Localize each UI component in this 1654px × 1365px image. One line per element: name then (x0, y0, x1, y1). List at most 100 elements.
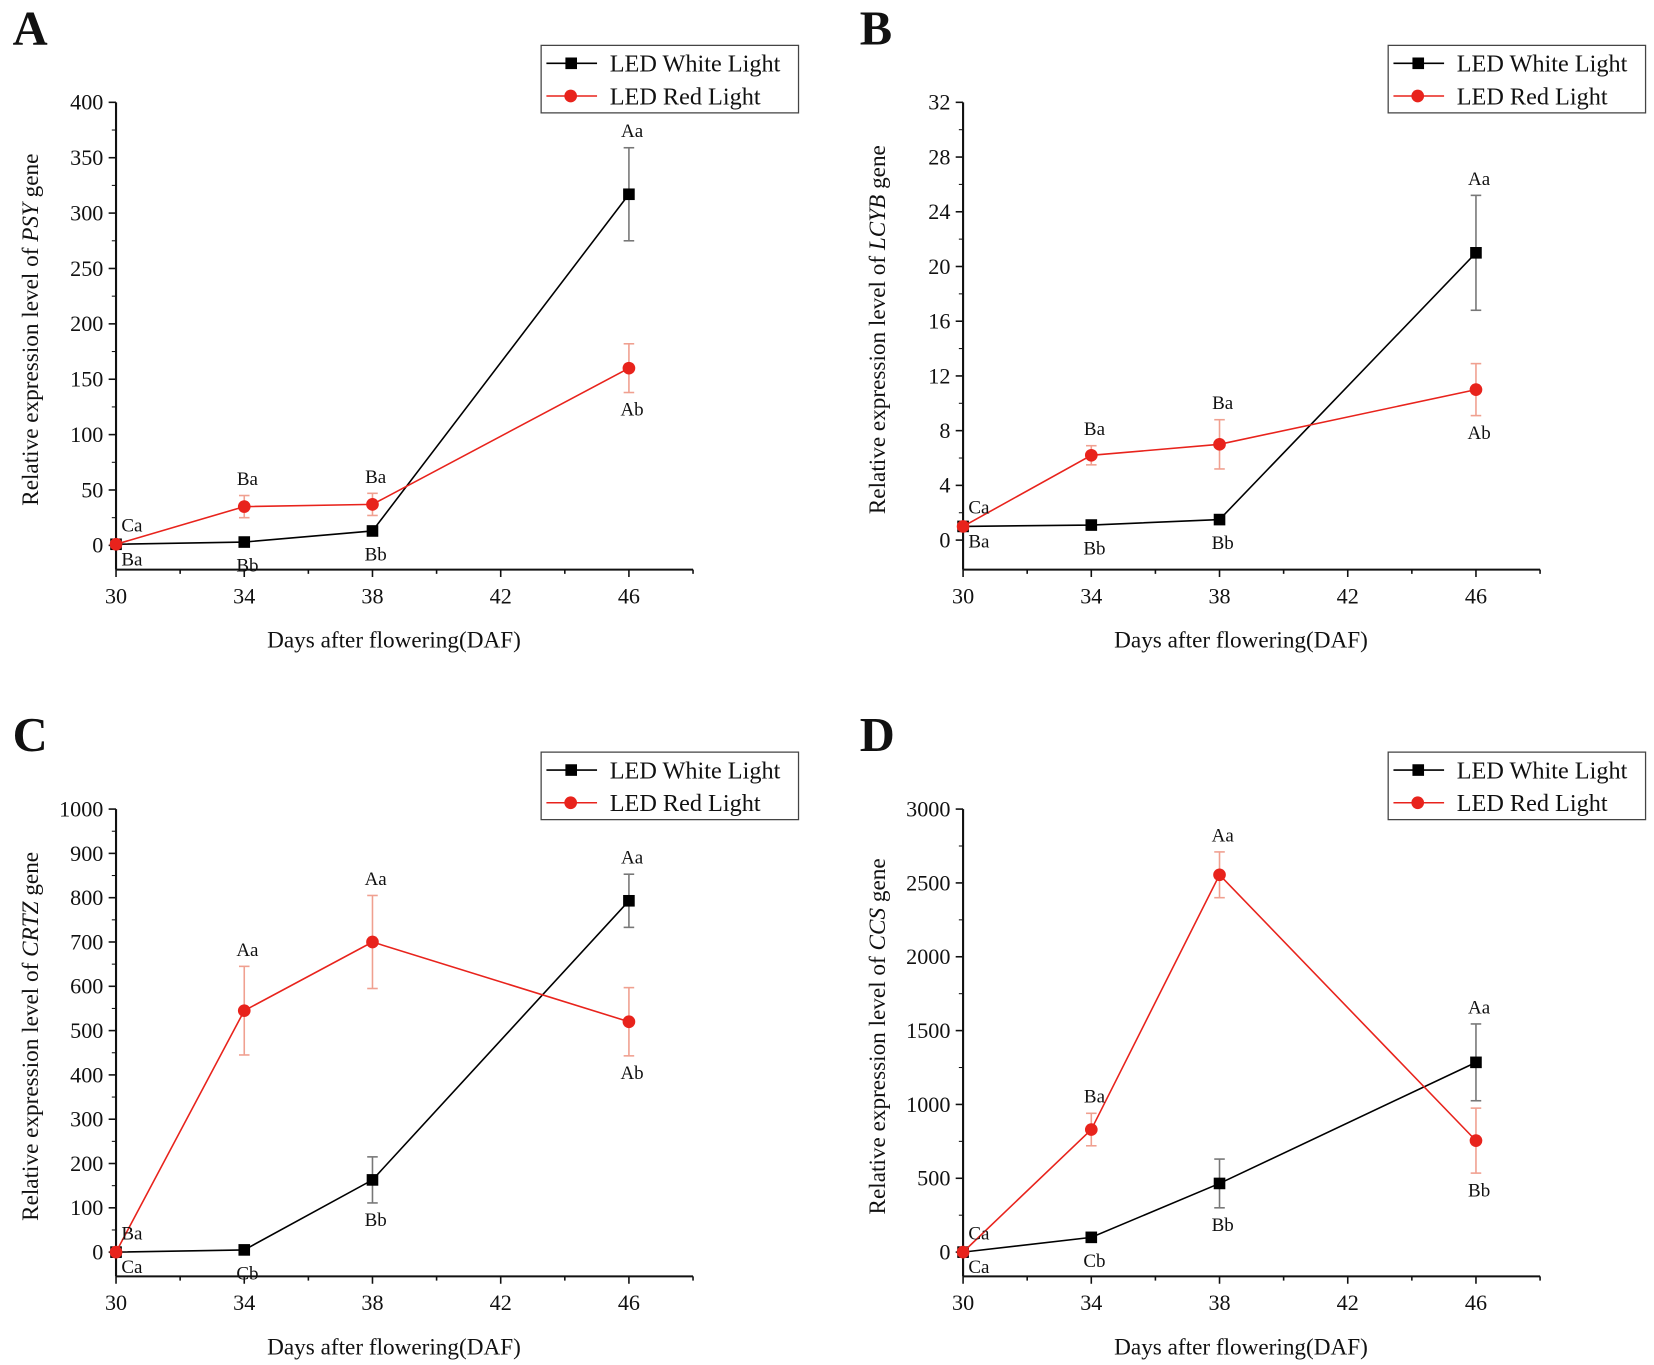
x-tick-label: 42 (1337, 1290, 1359, 1315)
x-tick-label: 34 (1080, 1290, 1102, 1315)
legend-square-marker (565, 764, 578, 776)
data-point-square (1470, 247, 1482, 259)
y-tick-label: 500 (70, 1018, 103, 1043)
gene-name: CRTZ (18, 900, 44, 957)
data-point-circle (237, 1004, 251, 1017)
significance-label: Cb (1083, 1251, 1105, 1272)
y-tick-label: 100 (70, 422, 103, 447)
significance-label: Ba (968, 532, 990, 553)
y-tick-label: 0 (939, 527, 950, 552)
significance-label: Ba (1084, 1087, 1106, 1108)
x-tick-label: 42 (490, 1290, 512, 1315)
significance-label: Ba (1084, 419, 1106, 440)
significance-label: Aa (365, 869, 388, 890)
y-axis-title: Relative expression level of CCS gene (865, 858, 891, 1214)
y-tick-label: 400 (70, 90, 103, 115)
data-point-circle (366, 935, 379, 949)
significance-label: Ca (121, 1257, 143, 1278)
x-axis-title: Days after flowering(DAF) (267, 628, 521, 654)
y-tick-label: 300 (70, 1107, 103, 1132)
y-tick-label: 350 (70, 145, 103, 170)
significance-label: Bb (1212, 1215, 1234, 1236)
significance-label: Aa (236, 940, 259, 961)
y-tick-label: 2000 (906, 944, 950, 969)
series-line-red (115, 941, 630, 1253)
significance-label: Ba (1212, 393, 1234, 414)
legend-box (540, 44, 800, 114)
significance-label: Bb (365, 545, 387, 566)
y-tick-label: 12 (928, 363, 950, 388)
y-tick-label: 800 (70, 885, 103, 910)
panel-d: D 0 500 1000 1500 2000 2500 3000 30 34 38 42 46 Days … (860, 709, 1647, 1360)
data-point-circle (1213, 438, 1226, 451)
data-point-square (1213, 1177, 1226, 1190)
legend-label-red: LED Red Light (610, 83, 761, 110)
x-tick-label: 34 (233, 1290, 255, 1315)
legend: LED White Light LED Red Light (1387, 751, 1647, 821)
y-axis-title: Relative expression level of PSY gene (18, 154, 44, 506)
significance-label: Aa (1468, 169, 1491, 190)
legend-circle-marker (1411, 89, 1425, 103)
data-point-square (623, 894, 635, 907)
y-tick-label: 200 (70, 1151, 103, 1176)
legend-box (1387, 751, 1647, 821)
significance-label: Aa (1468, 997, 1491, 1018)
legend-square-marker (1412, 57, 1425, 70)
data-point-square (366, 1174, 379, 1186)
legend-label-white: LED White Light (1457, 51, 1628, 78)
x-tick-label: 30 (105, 583, 127, 608)
legend-circle-marker (564, 89, 578, 103)
y-tick-label: 8 (939, 418, 950, 443)
significance-label: Bb (1083, 539, 1105, 560)
significance-label: Ab (620, 1063, 643, 1084)
significance-label: Ca (121, 516, 143, 537)
legend: LED White Light LED Red Light (540, 751, 800, 821)
y-tick-label: 4 (939, 473, 950, 498)
legend: LED White Light LED Red Light (540, 44, 800, 114)
data-point-circle (109, 537, 123, 551)
x-tick-label: 42 (1337, 583, 1359, 608)
significance-label: Bb (1212, 533, 1234, 554)
x-tick-label: 38 (361, 1290, 383, 1315)
y-tick-label: 300 (70, 200, 103, 225)
y-tick-label: 600 (70, 974, 103, 999)
legend: LED White Light LED Red Light (1387, 44, 1647, 114)
significance-label: Bb (365, 1210, 387, 1231)
x-tick-label: 46 (1465, 583, 1487, 608)
x-tick-label: 30 (952, 583, 974, 608)
legend-label-red: LED Red Light (610, 790, 761, 817)
data-point-circle (1213, 868, 1226, 882)
significance-label: Ab (1468, 423, 1491, 444)
x-tick-label: 46 (618, 583, 640, 608)
legend-label-white: LED White Light (1457, 757, 1628, 784)
data-point-circle (237, 500, 251, 513)
y-tick-label: 16 (928, 309, 950, 334)
data-point-square (366, 525, 379, 537)
data-point-circle (956, 1245, 970, 1259)
legend-box (540, 751, 800, 821)
data-point-square (623, 188, 635, 201)
y-tick-label: 0 (939, 1240, 950, 1265)
y-tick-label: 0 (92, 1240, 103, 1265)
significance-label: Ba (121, 1223, 143, 1244)
significance-label: Ba (121, 549, 143, 570)
data-point-square (1213, 513, 1226, 526)
panel-letter: C (13, 709, 48, 762)
x-tick-label: 34 (233, 583, 255, 608)
legend-box (1387, 44, 1647, 114)
series-line-white (116, 900, 630, 1253)
y-tick-label: 2500 (906, 870, 950, 895)
y-tick-label: 200 (70, 311, 103, 336)
y-axis-title: Relative expression level of CRTZ gene (18, 852, 44, 1221)
legend-circle-marker (564, 796, 578, 810)
y-tick-label: 500 (917, 1166, 950, 1191)
data-point-circle (1084, 1123, 1098, 1136)
y-tick-label: 0 (92, 533, 103, 558)
y-tick-label: 32 (928, 90, 950, 115)
y-tick-label: 1500 (906, 1018, 950, 1043)
panel-b: B 0 4 8 12 16 20 24 28 32 30 34 38 42 46 Days after flo… (860, 2, 1647, 654)
data-point-square (1085, 519, 1098, 531)
data-point-circle (109, 1245, 123, 1259)
x-tick-label: 42 (490, 583, 512, 608)
